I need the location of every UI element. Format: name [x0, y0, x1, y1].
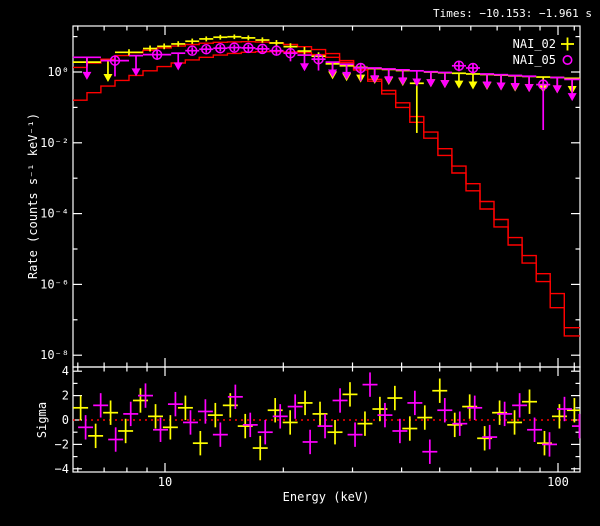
y-tick-label: 2 — [62, 389, 69, 403]
data-point-circle — [229, 42, 240, 53]
x-axis-ticks: 10 100 — [77, 26, 575, 489]
y-axis-ticks-resid: 4 2 0 −2 −4 — [55, 364, 580, 476]
upper-limit-arrow-icon — [398, 77, 408, 86]
y-tick-label: 10⁻⁴ — [40, 207, 69, 221]
model-curve-nai_02 — [73, 41, 580, 337]
circle-marker-icon — [562, 54, 573, 65]
x-axis-title: Energy (keV) — [283, 490, 370, 504]
model-histogram — [73, 50, 580, 329]
upper-limit-arrow-icon — [384, 76, 394, 85]
data-point-circle — [271, 45, 282, 56]
y-tick-label: 4 — [62, 364, 69, 378]
y-tick-label: 10⁰ — [47, 65, 69, 79]
y-tick-label: −2 — [55, 437, 69, 451]
y-tick-label: 10⁻² — [40, 136, 69, 150]
data-point-circle — [313, 53, 324, 65]
upper-limit-arrow-icon — [552, 85, 562, 94]
data-point-circle — [243, 42, 254, 54]
data-point-circle — [215, 42, 226, 54]
y-tick-label: 10⁻⁸ — [40, 348, 69, 362]
data-point-circle — [453, 60, 465, 72]
upper-limit-arrow-icon — [567, 93, 577, 102]
upper-limit-arrow-icon — [454, 80, 464, 89]
data-point-circle — [257, 43, 268, 55]
upper-limit-arrow-icon — [482, 81, 492, 90]
legend-label-nai02: NAI_02 — [513, 37, 556, 51]
upper-limit-arrow-icon — [426, 79, 436, 88]
model-histogram — [73, 41, 580, 337]
upper-limit-arrow-icon — [468, 81, 478, 90]
upper-limit-arrow-icon — [440, 80, 450, 89]
residuals-nai_05 — [78, 372, 581, 464]
data-point-circle — [186, 45, 198, 56]
data-point-circle — [201, 43, 212, 55]
y-tick-label: 10⁻⁶ — [40, 277, 69, 291]
upper-limit-arrow-icon — [328, 69, 338, 78]
upper-limit-arrow-icon — [524, 84, 534, 93]
series-nai_05 — [72, 42, 581, 130]
y-tick-label: 0 — [62, 413, 69, 427]
y-tick-label: −4 — [55, 462, 69, 476]
x-tick-label: 10 — [158, 475, 172, 489]
upper-limit-arrow-icon — [510, 83, 520, 92]
y-axis-ticks-main: 10⁰ 10⁻² 10⁻⁴ 10⁻⁶ 10⁻⁸ — [40, 35, 580, 362]
model-curve-nai_05 — [73, 50, 580, 329]
legend: NAI_02 NAI_05 — [513, 37, 574, 67]
data-point-circle — [109, 55, 121, 66]
data-point-circle — [537, 79, 549, 90]
plus-marker-icon — [561, 37, 574, 51]
upper-limit-arrow-icon — [131, 68, 141, 77]
x-tick-label: 100 — [547, 475, 569, 489]
data-point-circle — [355, 62, 366, 74]
upper-limit-arrow-icon — [82, 71, 92, 80]
y-axis-title-rate: Rate (counts s⁻¹ keV⁻¹) — [26, 113, 40, 279]
upper-limit-arrow-icon — [496, 82, 506, 91]
upper-limit-arrow-icon — [103, 74, 113, 83]
data-point-circle — [151, 49, 163, 60]
times-label: Times: −10.153: −1.961 s — [433, 7, 592, 20]
main-panel-frame — [72, 25, 581, 368]
legend-label-nai05: NAI_05 — [513, 53, 556, 67]
data-point-circle — [285, 47, 296, 59]
upper-limit-arrow-icon — [370, 75, 380, 84]
upper-limit-arrow-icon — [173, 62, 183, 71]
y-axis-title-sigma: Sigma — [35, 402, 49, 438]
data-point-circle — [467, 62, 479, 74]
upper-limit-arrow-icon — [342, 71, 352, 80]
upper-limit-arrow-icon — [412, 78, 422, 87]
upper-limit-arrow-icon — [299, 63, 309, 72]
chart-generated-content: 10 100 10⁰ 10⁻² 10⁻⁴ 10⁻⁶ 10⁻⁸ 4 2 0 −2 −4 — [40, 25, 581, 489]
